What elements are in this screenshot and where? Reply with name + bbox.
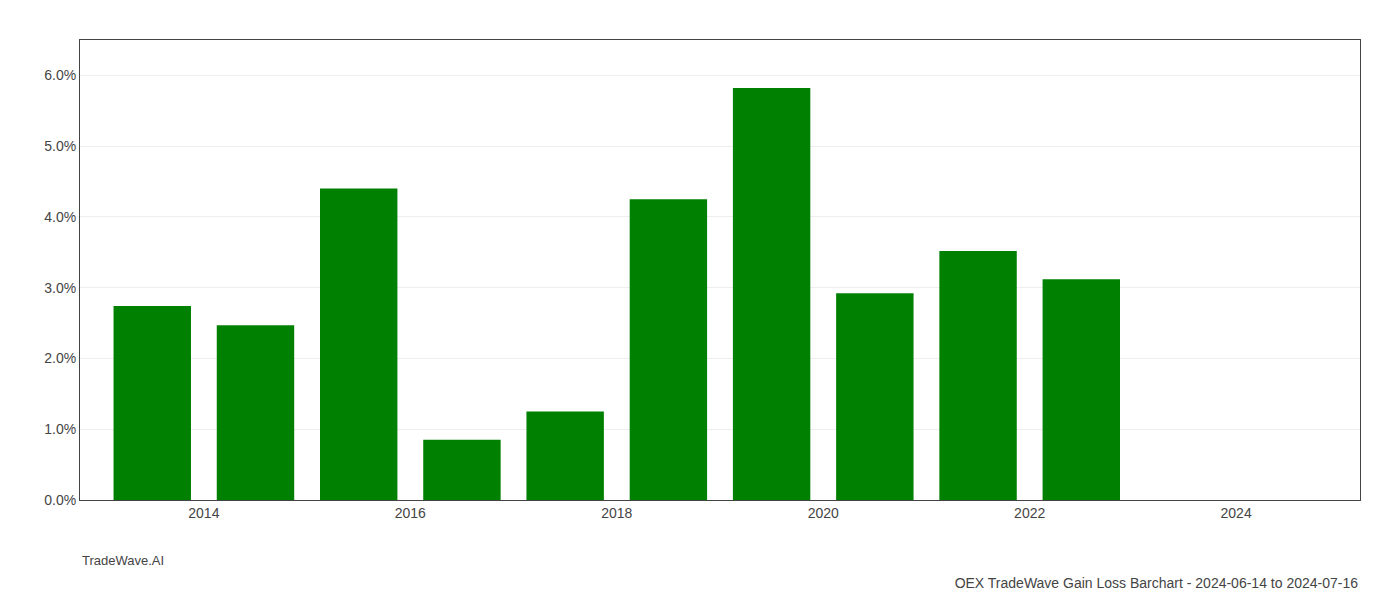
svg-text:2016: 2016 xyxy=(395,505,426,521)
svg-text:6.0%: 6.0% xyxy=(44,67,76,83)
svg-text:4.0%: 4.0% xyxy=(44,209,76,225)
svg-text:1.0%: 1.0% xyxy=(44,421,76,437)
svg-text:3.0%: 3.0% xyxy=(44,280,76,296)
svg-text:TradeWave.AI: TradeWave.AI xyxy=(82,553,164,568)
svg-text:5.0%: 5.0% xyxy=(44,138,76,154)
svg-text:2.0%: 2.0% xyxy=(44,350,76,366)
svg-text:2022: 2022 xyxy=(1014,505,1045,521)
svg-text:2014: 2014 xyxy=(188,505,219,521)
svg-text:2018: 2018 xyxy=(601,505,632,521)
svg-text:2020: 2020 xyxy=(808,505,839,521)
svg-text:0.0%: 0.0% xyxy=(44,492,76,508)
svg-text:2024: 2024 xyxy=(1221,505,1252,521)
svg-text:OEX TradeWave Gain Loss Barcha: OEX TradeWave Gain Loss Barchart - 2024-… xyxy=(955,575,1359,591)
